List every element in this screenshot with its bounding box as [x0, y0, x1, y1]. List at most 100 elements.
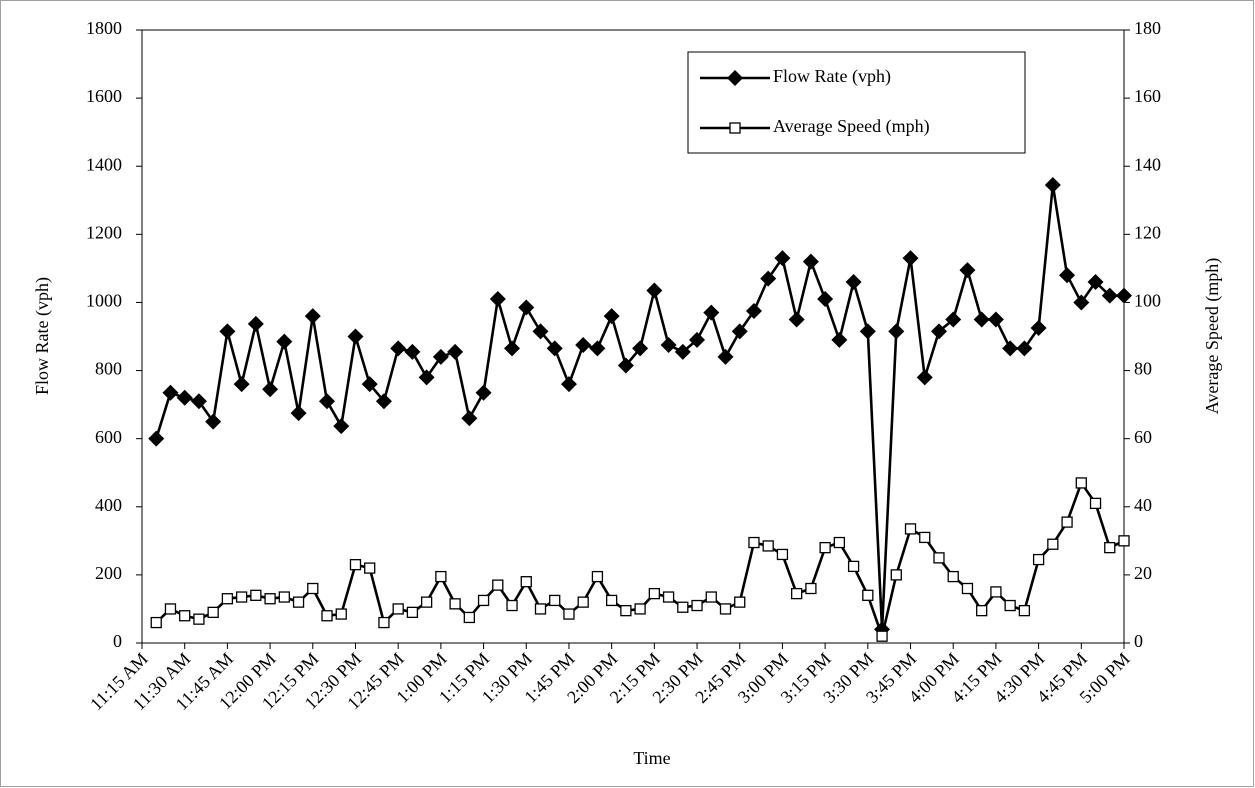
- marker: [406, 606, 419, 618]
- marker: [689, 331, 706, 348]
- marker: [833, 536, 846, 549]
- marker: [1118, 535, 1130, 547]
- marker: [176, 389, 193, 406]
- marker: [632, 340, 649, 357]
- marker: [888, 323, 905, 340]
- marker: [916, 369, 933, 386]
- legend-label: Flow Rate (vph): [773, 66, 891, 87]
- marker: [262, 381, 279, 398]
- marker: [719, 603, 732, 615]
- y-tick-label: 0: [113, 631, 122, 651]
- marker: [1104, 541, 1116, 554]
- y-axis-label: Flow Rate (vph): [32, 277, 53, 395]
- marker: [902, 250, 919, 267]
- marker: [278, 591, 290, 603]
- marker: [375, 393, 392, 410]
- marker: [304, 308, 321, 325]
- marker: [603, 308, 620, 325]
- marker: [859, 323, 876, 340]
- marker: [662, 591, 675, 603]
- marker: [575, 337, 592, 354]
- y-tick-label: 200: [95, 563, 122, 583]
- marker: [961, 582, 974, 595]
- marker: [504, 340, 521, 357]
- marker: [1018, 604, 1031, 617]
- marker: [489, 291, 506, 308]
- marker: [276, 333, 293, 350]
- marker: [164, 603, 177, 615]
- y2-tick-label: 80: [1134, 359, 1152, 379]
- marker: [534, 603, 547, 615]
- marker: [264, 593, 276, 605]
- marker: [805, 582, 817, 595]
- marker: [802, 253, 819, 270]
- legend-label: Average Speed (mph): [773, 116, 930, 137]
- marker: [959, 262, 976, 279]
- y2-tick-label: 40: [1134, 495, 1152, 515]
- marker: [947, 570, 959, 583]
- marker: [432, 348, 449, 365]
- marker: [307, 582, 319, 595]
- marker: [435, 570, 447, 583]
- marker: [546, 340, 563, 357]
- marker: [532, 323, 549, 340]
- marker: [349, 559, 362, 571]
- marker: [904, 523, 917, 535]
- marker: [190, 393, 207, 410]
- marker: [506, 599, 518, 612]
- y-tick-label: 800: [95, 359, 122, 379]
- marker: [520, 576, 532, 588]
- marker: [392, 603, 404, 615]
- y2-tick-label: 20: [1134, 563, 1152, 583]
- marker: [731, 323, 748, 340]
- marker: [634, 603, 646, 615]
- marker: [319, 393, 336, 410]
- marker: [976, 604, 988, 617]
- marker: [1116, 287, 1132, 304]
- marker: [919, 531, 931, 544]
- marker: [862, 589, 874, 601]
- x-axis-label: Time: [633, 748, 670, 768]
- marker: [1061, 516, 1073, 528]
- marker: [729, 122, 741, 134]
- marker: [703, 304, 720, 321]
- marker: [847, 560, 860, 573]
- marker: [390, 340, 407, 357]
- marker: [1059, 267, 1076, 284]
- marker: [1002, 340, 1019, 357]
- marker: [617, 357, 634, 374]
- marker: [973, 311, 990, 328]
- marker: [475, 384, 492, 401]
- marker: [577, 596, 589, 608]
- marker: [235, 591, 248, 603]
- marker: [292, 596, 305, 608]
- y-tick-label: 1000: [86, 291, 122, 311]
- marker: [674, 343, 691, 360]
- marker: [563, 608, 575, 620]
- marker: [205, 413, 222, 430]
- marker: [233, 376, 250, 393]
- marker: [819, 541, 831, 554]
- marker: [660, 337, 677, 354]
- marker: [1030, 319, 1047, 336]
- marker: [748, 536, 760, 549]
- marker: [589, 340, 606, 357]
- marker: [987, 311, 1004, 328]
- y2-tick-label: 120: [1134, 222, 1161, 242]
- marker: [378, 616, 390, 629]
- marker: [677, 601, 689, 613]
- y-tick-label: 1800: [86, 18, 122, 38]
- marker: [727, 70, 743, 86]
- marker: [1044, 176, 1061, 193]
- marker: [717, 348, 734, 365]
- marker: [193, 613, 205, 625]
- marker: [606, 594, 618, 607]
- y2-tick-label: 100: [1134, 291, 1161, 311]
- marker: [620, 604, 632, 617]
- marker: [774, 250, 791, 267]
- marker: [347, 328, 364, 345]
- marker: [646, 282, 663, 299]
- marker: [776, 548, 789, 561]
- marker: [549, 594, 561, 607]
